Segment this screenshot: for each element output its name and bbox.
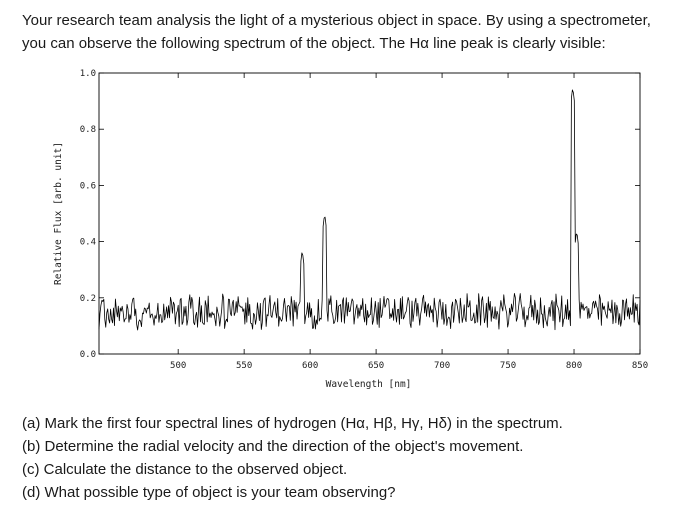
x-tick-label: 600 [302,361,318,371]
question-d: (d) What possible type of object is your… [22,484,396,501]
x-tick-label: 500 [170,361,186,371]
question-a: (a) Mark the first four spectral lines o… [22,415,563,432]
intro-text: Your research team analysis the light of… [22,9,672,55]
y-tick-label: 1.0 [80,69,96,79]
x-tick-label: 850 [632,361,648,371]
y-axis-label: Relative Flux [arb. unit] [53,142,64,285]
question-b: (b) Determine the radial velocity and th… [22,438,524,455]
x-tick-label: 700 [434,361,450,371]
y-tick-label: 0.0 [80,350,96,360]
y-tick-label: 0.2 [80,294,96,304]
question-list: (a) Mark the first four spectral lines o… [22,412,672,504]
x-axis-label: Wavelength [nm] [326,379,412,390]
intro-line-1: Your research team analysis the light of… [22,12,651,29]
x-tick-label: 650 [368,361,384,371]
y-tick-label: 0.4 [80,238,96,248]
spectrum-chart-svg: 500 550 600 650 700 750 800 850 0.0 0.2 0.4 0.6 0.8 1… [40,62,652,394]
x-tick-label: 800 [566,361,582,371]
spectrum-line [98,89,641,331]
y-tick-label: 0.8 [80,125,96,135]
y-tick-label: 0.6 [80,181,96,191]
spectrum-chart: 500 550 600 650 700 750 800 850 0.0 0.2 0.4 0.6 0.8 1… [40,62,652,394]
axes-frame [98,72,641,355]
x-tick-label: 550 [236,361,252,371]
x-tick-label: 750 [500,361,516,371]
question-c: (c) Calculate the distance to the observ… [22,461,348,478]
intro-line-2: you can observe the following spectrum o… [22,35,606,52]
